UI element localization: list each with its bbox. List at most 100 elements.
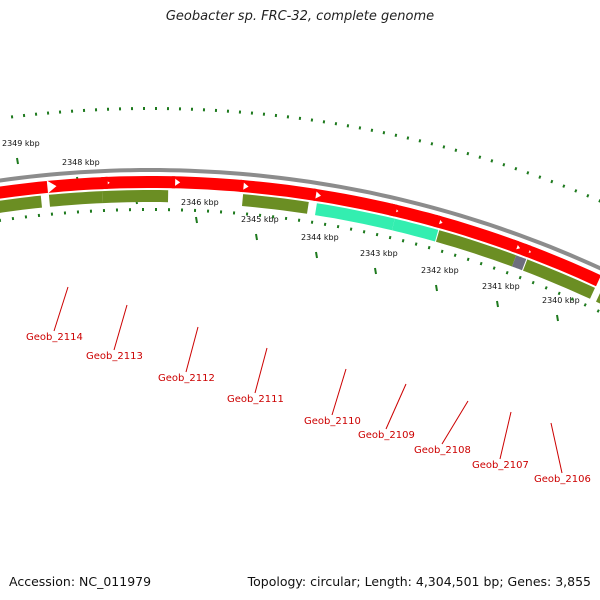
minor-tick bbox=[406, 136, 410, 140]
kbp-label: 2349 kbp bbox=[2, 139, 40, 148]
major-tick bbox=[195, 216, 198, 224]
minor-tick bbox=[430, 142, 434, 146]
minor-tick bbox=[382, 131, 386, 135]
gene-label: Geob_2111 bbox=[227, 394, 284, 405]
gene-label: Geob_2112 bbox=[158, 373, 215, 384]
minor-tick bbox=[454, 148, 458, 152]
minor-tick bbox=[570, 297, 574, 301]
minor-tick bbox=[526, 171, 530, 175]
reverse-gene bbox=[242, 194, 309, 214]
minor-tick bbox=[388, 235, 392, 240]
label-leader bbox=[441, 400, 469, 445]
minor-tick bbox=[502, 162, 506, 167]
forward-gene bbox=[171, 176, 245, 193]
minor-tick bbox=[531, 280, 535, 285]
kbp-label: 2344 kbp bbox=[301, 233, 339, 242]
label-leader bbox=[499, 411, 512, 460]
kbp-label: 2342 kbp bbox=[421, 266, 459, 275]
minor-tick bbox=[557, 291, 561, 296]
backbone-line bbox=[0, 168, 600, 271]
label-leader bbox=[185, 326, 199, 373]
gene-label: Geob_2113 bbox=[86, 351, 143, 362]
kbp-label: 2348 kbp bbox=[62, 158, 100, 167]
forward-gene bbox=[311, 188, 398, 217]
forward-gene bbox=[101, 176, 176, 190]
gene-features bbox=[0, 176, 600, 304]
gene-label: Geob_2109 bbox=[358, 430, 415, 441]
label-leader bbox=[113, 304, 128, 351]
gene-label: Geob_2107 bbox=[472, 460, 529, 471]
reverse-gene bbox=[523, 259, 595, 299]
minor-tick bbox=[492, 266, 496, 270]
minor-tick bbox=[453, 253, 457, 257]
minor-tick bbox=[375, 232, 379, 237]
label-leader bbox=[53, 286, 69, 332]
forward-gene bbox=[239, 179, 317, 201]
kbp-label: 2341 kbp bbox=[482, 282, 520, 291]
reverse-gene bbox=[48, 191, 103, 207]
label-leader bbox=[331, 368, 347, 416]
minor-tick bbox=[514, 166, 518, 171]
major-tick bbox=[556, 314, 559, 322]
minor-tick bbox=[370, 128, 374, 132]
minor-tick bbox=[336, 224, 340, 229]
minor-tick bbox=[466, 151, 470, 156]
major-tick bbox=[496, 300, 499, 308]
gene-label: Geob_2114 bbox=[26, 332, 83, 343]
minor-tick bbox=[349, 227, 353, 231]
minor-tick bbox=[518, 275, 522, 280]
label-leader bbox=[385, 383, 407, 430]
minor-tick bbox=[442, 145, 446, 149]
minor-tick bbox=[490, 159, 494, 163]
major-tick bbox=[16, 157, 19, 165]
tick-rings bbox=[0, 107, 600, 313]
other-feature bbox=[512, 255, 527, 271]
minor-tick bbox=[362, 230, 366, 234]
minor-tick bbox=[323, 222, 327, 226]
kbp-label: 2345 kbp bbox=[241, 215, 279, 224]
forward-gene bbox=[521, 243, 600, 287]
minor-tick bbox=[358, 126, 362, 130]
label-leader bbox=[550, 422, 563, 474]
minor-tick bbox=[544, 286, 548, 290]
reverse-gene bbox=[436, 230, 517, 267]
minor-tick bbox=[562, 184, 566, 188]
minor-tick bbox=[586, 194, 590, 198]
minor-tick bbox=[466, 257, 470, 262]
minor-tick bbox=[478, 155, 482, 159]
minor-tick bbox=[574, 189, 578, 193]
accession-text: Accession: NC_011979 bbox=[9, 574, 152, 589]
kbp-label: 2343 kbp bbox=[360, 249, 398, 258]
minor-tick bbox=[427, 245, 431, 250]
major-tick bbox=[435, 284, 438, 292]
forward-gene bbox=[432, 214, 520, 253]
reverse-gene bbox=[596, 293, 600, 304]
minor-tick bbox=[418, 139, 422, 143]
minor-tick bbox=[414, 242, 418, 246]
minor-tick bbox=[550, 179, 554, 184]
reverse-gene bbox=[315, 203, 395, 231]
major-tick bbox=[255, 233, 258, 241]
kbp-label: 2340 kbp bbox=[542, 296, 580, 305]
gene-label: Geob_2110 bbox=[304, 416, 361, 427]
minor-tick bbox=[583, 303, 587, 307]
minor-tick bbox=[538, 175, 542, 179]
reverse-gene bbox=[0, 195, 42, 213]
genome-summary: Topology: circular; Length: 4,304,501 bp… bbox=[247, 574, 591, 589]
minor-tick bbox=[346, 124, 350, 128]
reverse-gene bbox=[102, 190, 169, 204]
major-tick bbox=[315, 251, 318, 259]
kbp-label: 2346 kbp bbox=[181, 198, 219, 207]
forward-gene bbox=[47, 176, 108, 193]
minor-tick bbox=[440, 249, 444, 254]
minor-tick bbox=[479, 261, 483, 266]
minor-tick bbox=[596, 309, 600, 313]
minor-tick bbox=[505, 270, 509, 275]
forward-gene bbox=[0, 181, 48, 199]
major-tick bbox=[374, 267, 377, 275]
gene-label: Geob_2108 bbox=[414, 445, 471, 456]
gene-label: Geob_2106 bbox=[534, 474, 591, 485]
